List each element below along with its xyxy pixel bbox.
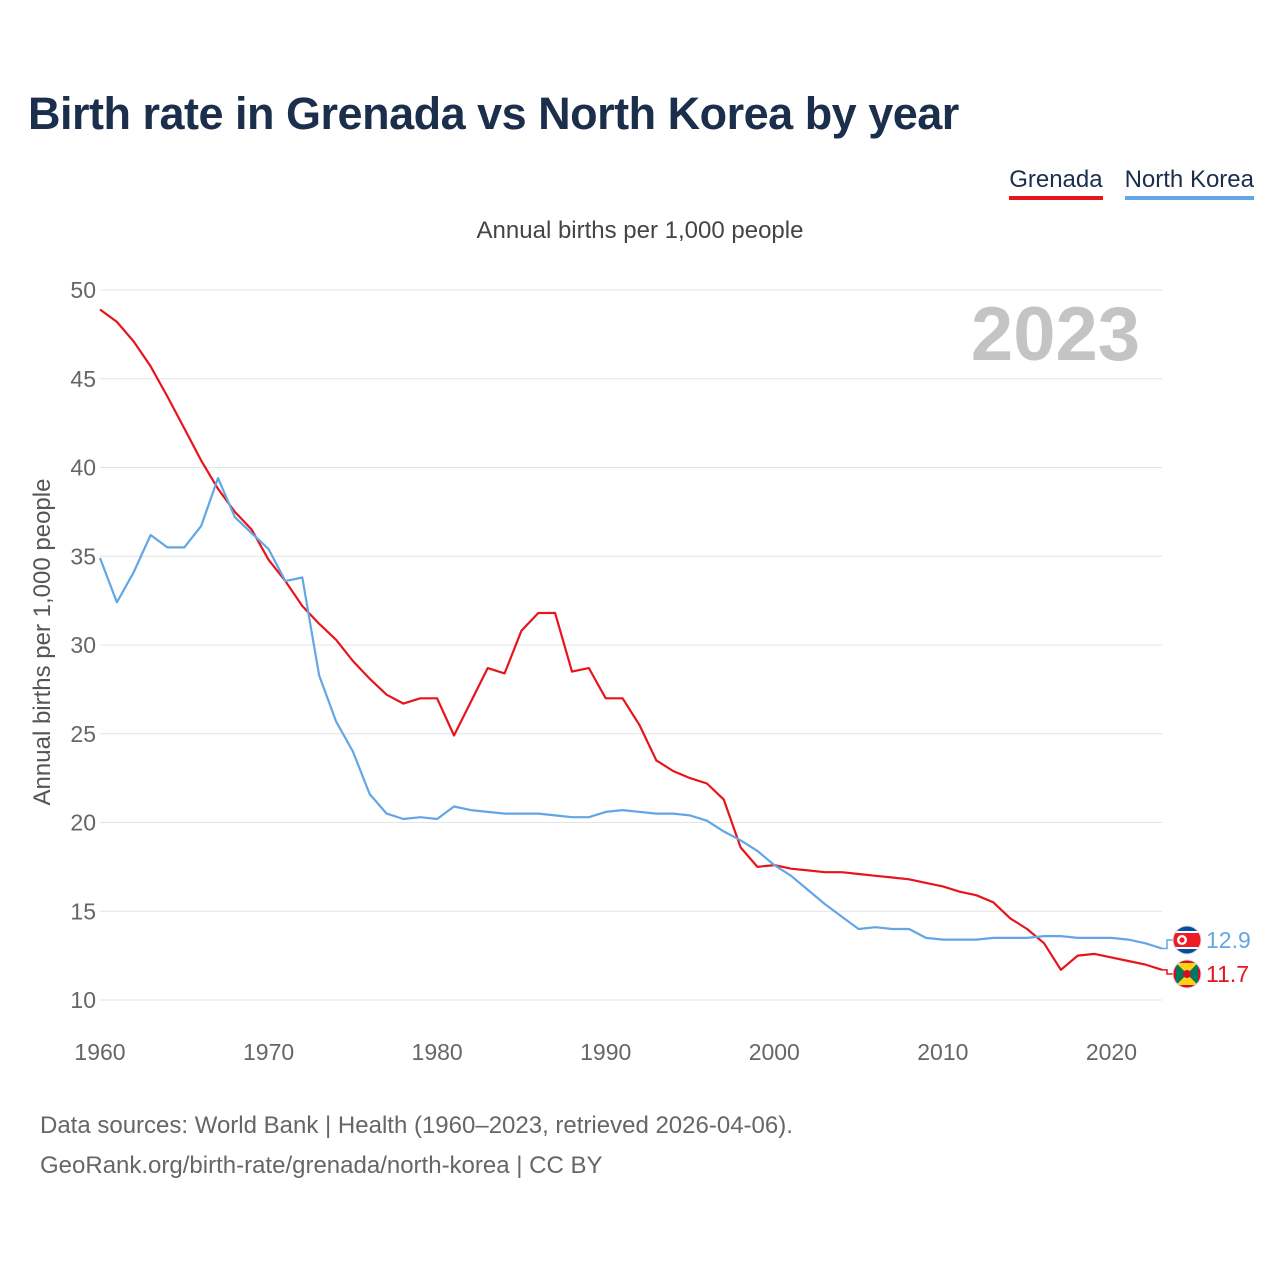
flag-star: [1179, 937, 1185, 943]
y-tick-label: 40: [70, 455, 96, 481]
x-tick-label: 1990: [580, 1039, 631, 1065]
connector-north-korea: [1162, 939, 1174, 950]
y-axis: 10 15 20 25 30 35 40 45 50: [70, 277, 96, 1013]
footer-sources: Data sources: World Bank | Health (1960–…: [40, 1112, 793, 1139]
legend-item-north-korea[interactable]: North Korea: [1124, 166, 1254, 200]
series-line-north-korea: [98, 477, 1163, 950]
series-line-grenada: [99, 308, 1163, 971]
y-tick-label: 25: [70, 721, 96, 747]
flag-border: [1172, 959, 1202, 989]
flag-green-right: [1187, 963, 1198, 985]
footer: Data sources: World Bank | Health (1960–…: [40, 1106, 793, 1186]
y-tick-label: 15: [70, 898, 96, 924]
y-tick-label: 20: [70, 810, 96, 836]
x-tick-label: 1970: [243, 1039, 294, 1065]
y-tick-label: 45: [70, 366, 96, 392]
chart-title: Birth rate in Grenada vs North Korea by …: [28, 88, 959, 139]
flag-yellow-top: [1176, 963, 1198, 974]
end-markers: 12.9 11.7: [1162, 925, 1251, 989]
x-tick-label: 2010: [917, 1039, 968, 1065]
series-lines: [98, 308, 1163, 971]
grenada-flag-icon: [1173, 960, 1201, 988]
x-tick-label: 2020: [1086, 1039, 1137, 1065]
north-korea-flag-icon: [1173, 926, 1201, 954]
y-tick-label: 50: [70, 277, 96, 303]
legend-item-grenada[interactable]: Grenada: [1009, 166, 1103, 200]
chart-subtitle: Annual births per 1,000 people: [476, 217, 804, 244]
flag-yellow-bottom: [1176, 974, 1198, 985]
x-tick-label: 1960: [74, 1039, 125, 1065]
y-tick-label: 30: [70, 632, 96, 658]
end-value-north-korea: 12.9: [1206, 927, 1251, 953]
connector-grenada: [1162, 969, 1174, 975]
y-axis-label: Annual births per 1,000 people: [29, 479, 56, 806]
y-tick-label: 10: [70, 987, 96, 1013]
x-axis: 1960 1970 1980 1990 2000 2010 2020: [74, 1039, 1137, 1065]
flag-green-left: [1176, 963, 1187, 985]
x-tick-label: 1980: [412, 1039, 463, 1065]
legend: Grenada North Korea: [1009, 166, 1254, 200]
gridlines: [100, 289, 1162, 1001]
y-tick-label: 35: [70, 543, 96, 569]
flag-border: [1172, 925, 1202, 955]
flag-center-disc: [1183, 970, 1191, 978]
year-watermark: 2023: [971, 292, 1140, 377]
end-value-grenada: 11.7: [1206, 961, 1249, 987]
footer-link[interactable]: GeoRank.org/birth-rate/grenada/north-kor…: [40, 1152, 603, 1179]
x-tick-label: 2000: [749, 1039, 800, 1065]
